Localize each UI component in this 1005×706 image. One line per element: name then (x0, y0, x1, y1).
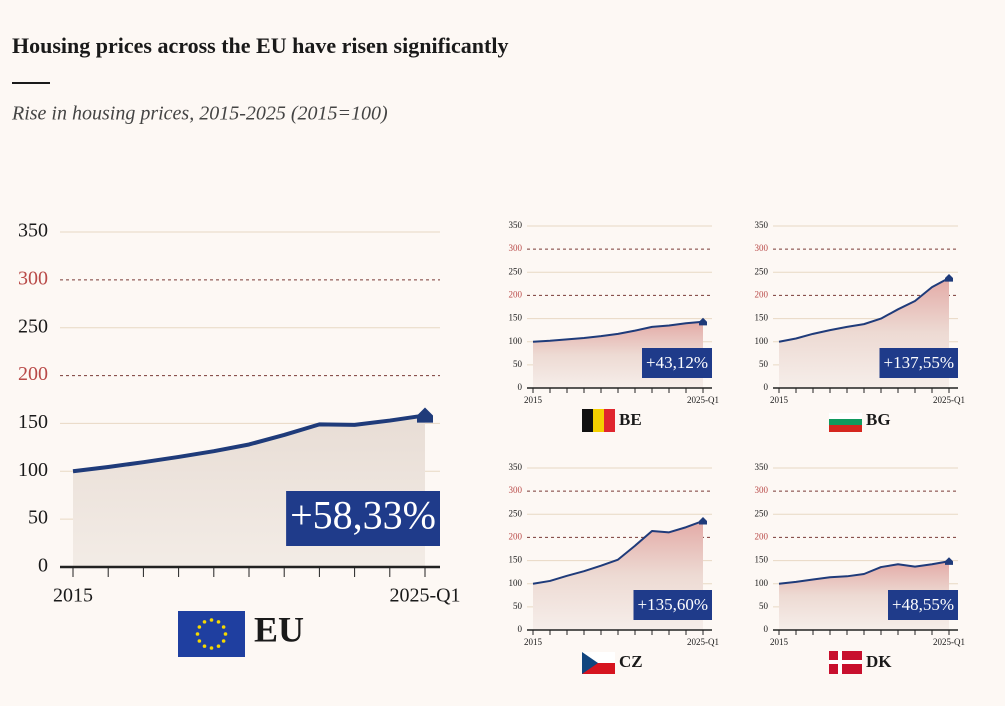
y-tick-label: 250 (509, 266, 523, 276)
change-box (286, 491, 440, 546)
y-tick-label: 300 (18, 267, 48, 289)
y-tick-label: 200 (755, 531, 769, 541)
line (778, 277, 950, 343)
y-tick-label: 50 (513, 359, 523, 369)
change-box (642, 348, 712, 378)
y-tick-label: 0 (518, 624, 523, 634)
flag-eu (178, 611, 245, 657)
end-marker (699, 516, 707, 525)
change-box (879, 348, 958, 378)
change-label: +137,55% (884, 353, 955, 372)
end-marker (417, 407, 433, 423)
y-tick-label: 200 (755, 289, 769, 299)
y-tick-label: 250 (755, 508, 769, 518)
flag-star (202, 644, 207, 648)
y-tick-label: 0 (518, 382, 523, 392)
x-tick-label: 2015 (524, 395, 543, 405)
change-label: +43,12% (646, 353, 708, 372)
flag-dk (829, 651, 862, 674)
x-tick-label: 2025-Q1 (687, 395, 719, 405)
y-tick-label: 250 (18, 315, 48, 337)
flag-star (216, 644, 221, 648)
y-tick-label: 350 (755, 220, 769, 230)
y-tick-label: 100 (755, 578, 769, 588)
y-tick-label: 150 (755, 555, 769, 565)
y-tick-label: 350 (509, 462, 523, 472)
flag-star (202, 620, 207, 624)
end-marker (945, 274, 953, 282)
country-label: BG (866, 410, 891, 429)
y-tick-label: 100 (509, 336, 523, 346)
end-marker (945, 557, 953, 565)
country-label: CZ (619, 652, 643, 671)
line (532, 320, 704, 343)
country-label: DK (866, 652, 892, 671)
y-tick-label: 100 (509, 578, 523, 588)
x-tick-label: 2025-Q1 (389, 585, 460, 607)
flag-star (209, 646, 214, 650)
y-tick-label: 150 (509, 313, 523, 323)
flag-star (197, 625, 202, 629)
subtitle: Rise in housing prices, 2015-2025 (2015=… (11, 103, 388, 125)
change-label: +135,60% (638, 595, 709, 614)
y-tick-label: 250 (755, 266, 769, 276)
y-tick-label: 50 (759, 601, 769, 611)
line (72, 413, 426, 474)
flag-star (221, 639, 226, 643)
change-box (633, 590, 712, 620)
y-tick-label: 350 (755, 462, 769, 472)
x-tick-label: 2025-Q1 (687, 637, 719, 647)
y-tick-label: 300 (755, 243, 769, 253)
x-tick-label: 2015 (524, 637, 543, 647)
y-tick-label: 0 (764, 624, 769, 634)
y-tick-label: 100 (755, 336, 769, 346)
flag-star (221, 625, 226, 629)
change-box (888, 590, 958, 620)
y-tick-label: 300 (509, 243, 523, 253)
flag-bg (829, 413, 862, 432)
y-tick-label: 200 (509, 531, 523, 541)
flag-star (216, 620, 221, 624)
y-tick-label: 50 (513, 601, 523, 611)
y-tick-label: 250 (509, 508, 523, 518)
y-tick-label: 350 (18, 220, 48, 242)
x-tick-label: 2025-Q1 (933, 395, 965, 405)
y-tick-label: 350 (509, 220, 523, 230)
change-label: +58,33% (290, 493, 436, 538)
line (532, 520, 704, 585)
y-tick-label: 150 (18, 411, 48, 433)
x-tick-label: 2015 (53, 585, 93, 607)
y-tick-label: 100 (18, 459, 48, 481)
country-label: BE (619, 410, 642, 429)
y-tick-label: 150 (755, 313, 769, 323)
title: Housing prices across the EU have risen … (12, 33, 508, 58)
flag-star (195, 632, 200, 636)
end-marker (699, 317, 707, 326)
y-tick-label: 50 (759, 359, 769, 369)
flag-be (582, 409, 615, 432)
y-tick-label: 50 (28, 507, 48, 529)
y-tick-label: 200 (509, 289, 523, 299)
flag-star (209, 618, 214, 622)
x-tick-label: 2015 (770, 395, 789, 405)
flag-star (223, 632, 228, 636)
y-tick-label: 150 (509, 555, 523, 565)
line (778, 560, 950, 585)
y-tick-label: 300 (755, 485, 769, 495)
y-tick-label: 0 (38, 555, 48, 577)
y-tick-label: 0 (764, 382, 769, 392)
country-label: EU (254, 609, 304, 649)
x-tick-label: 2015 (770, 637, 789, 647)
flag-cz (582, 652, 615, 674)
x-tick-label: 2025-Q1 (933, 637, 965, 647)
y-tick-label: 200 (18, 363, 48, 385)
change-label: +48,55% (892, 595, 954, 614)
y-tick-label: 300 (509, 485, 523, 495)
flag-star (197, 639, 202, 643)
